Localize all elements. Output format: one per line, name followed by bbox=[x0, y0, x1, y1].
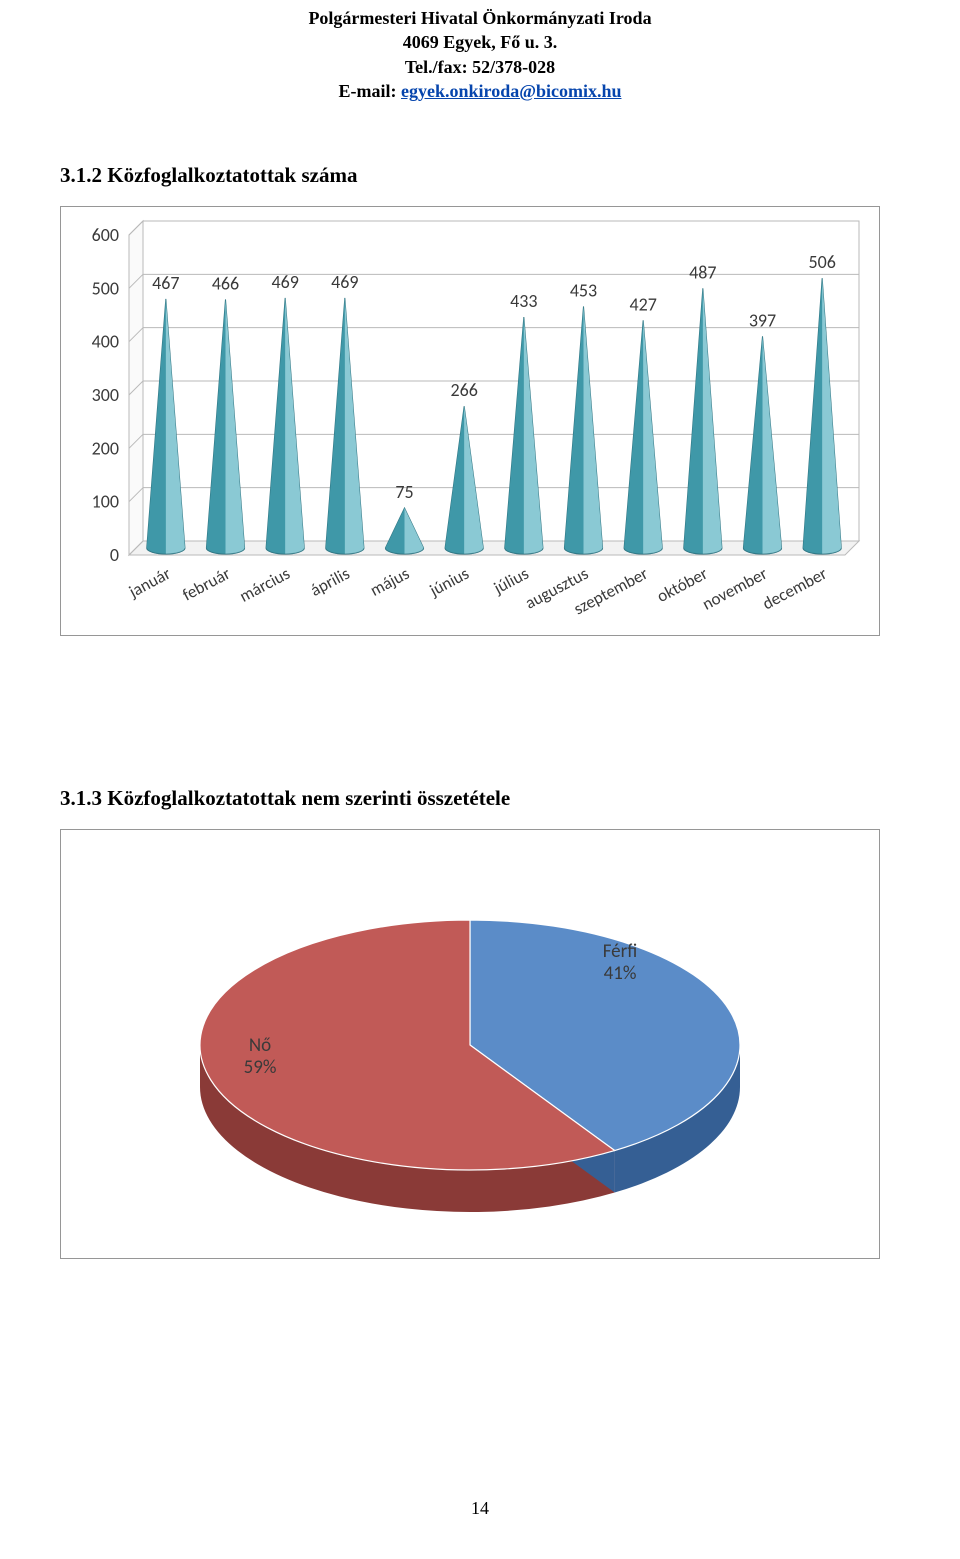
svg-text:400: 400 bbox=[92, 331, 119, 353]
page-header: Polgármesteri Hivatal Önkormányzati Irod… bbox=[60, 0, 900, 103]
svg-text:397: 397 bbox=[749, 309, 776, 331]
svg-text:300: 300 bbox=[92, 384, 119, 406]
page-number: 14 bbox=[0, 1498, 960, 1519]
svg-text:március: március bbox=[236, 563, 294, 607]
svg-text:május: május bbox=[366, 563, 413, 601]
svg-text:február: február bbox=[179, 563, 234, 606]
svg-text:Férfi: Férfi bbox=[603, 940, 638, 963]
svg-text:június: június bbox=[425, 563, 473, 602]
svg-text:Nő: Nő bbox=[249, 1034, 271, 1057]
svg-text:0: 0 bbox=[110, 544, 119, 566]
svg-text:100: 100 bbox=[92, 491, 119, 513]
section-title-2: 3.1.3 Közfoglalkoztatottak nem szerinti … bbox=[60, 786, 900, 811]
svg-text:200: 200 bbox=[92, 438, 119, 460]
page: Polgármesteri Hivatal Önkormányzati Irod… bbox=[0, 0, 960, 1559]
svg-text:469: 469 bbox=[271, 271, 298, 293]
svg-text:500: 500 bbox=[92, 278, 119, 300]
cone-chart-container: 0 100 200 300 400 500 600 467 január 466 február 46… bbox=[60, 206, 880, 636]
header-line-3: Tel./fax: 52/378-028 bbox=[60, 55, 900, 79]
svg-text:december: december bbox=[759, 563, 831, 614]
pie-chart-container: Férfi41% Nő59% bbox=[60, 829, 880, 1259]
svg-text:506: 506 bbox=[808, 251, 835, 273]
svg-text:600: 600 bbox=[92, 224, 119, 246]
svg-text:467: 467 bbox=[152, 272, 179, 294]
svg-text:487: 487 bbox=[689, 261, 716, 283]
svg-text:427: 427 bbox=[629, 293, 656, 315]
svg-text:266: 266 bbox=[450, 379, 477, 401]
svg-text:469: 469 bbox=[331, 271, 358, 293]
svg-text:433: 433 bbox=[510, 290, 537, 312]
svg-text:november: november bbox=[699, 563, 771, 615]
pie-chart-svg: Férfi41% Nő59% bbox=[61, 830, 879, 1258]
header-line-1: Polgármesteri Hivatal Önkormányzati Irod… bbox=[60, 6, 900, 30]
svg-text:75: 75 bbox=[395, 481, 413, 503]
header-email-link[interactable]: egyek.onkiroda@bicomix.hu bbox=[401, 81, 621, 101]
header-email-prefix: E-mail: bbox=[339, 81, 402, 101]
svg-text:január: január bbox=[124, 563, 174, 603]
header-line-4: E-mail: egyek.onkiroda@bicomix.hu bbox=[60, 79, 900, 103]
svg-text:453: 453 bbox=[570, 280, 597, 302]
svg-text:41%: 41% bbox=[604, 962, 637, 985]
svg-text:466: 466 bbox=[212, 273, 239, 295]
cone-chart-svg: 0 100 200 300 400 500 600 467 január 466 február 46… bbox=[61, 207, 879, 635]
section-title-1: 3.1.2 Közfoglalkoztatottak száma bbox=[60, 163, 900, 188]
header-line-2: 4069 Egyek, Fő u. 3. bbox=[60, 30, 900, 54]
svg-text:április: április bbox=[307, 563, 354, 601]
svg-text:59%: 59% bbox=[244, 1056, 277, 1079]
